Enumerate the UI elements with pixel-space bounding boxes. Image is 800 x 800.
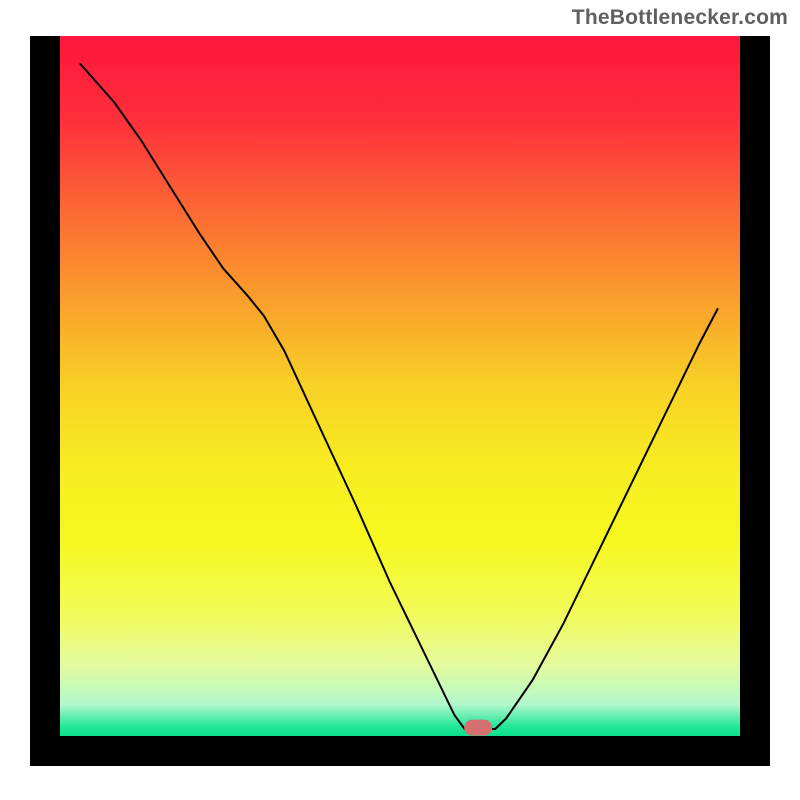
optimum-marker (464, 720, 492, 736)
chart-container: TheBottlenecker.com (0, 0, 800, 800)
watermark-text: TheBottlenecker.com (572, 6, 788, 30)
plot-background (60, 36, 740, 736)
chart-svg (0, 0, 800, 800)
